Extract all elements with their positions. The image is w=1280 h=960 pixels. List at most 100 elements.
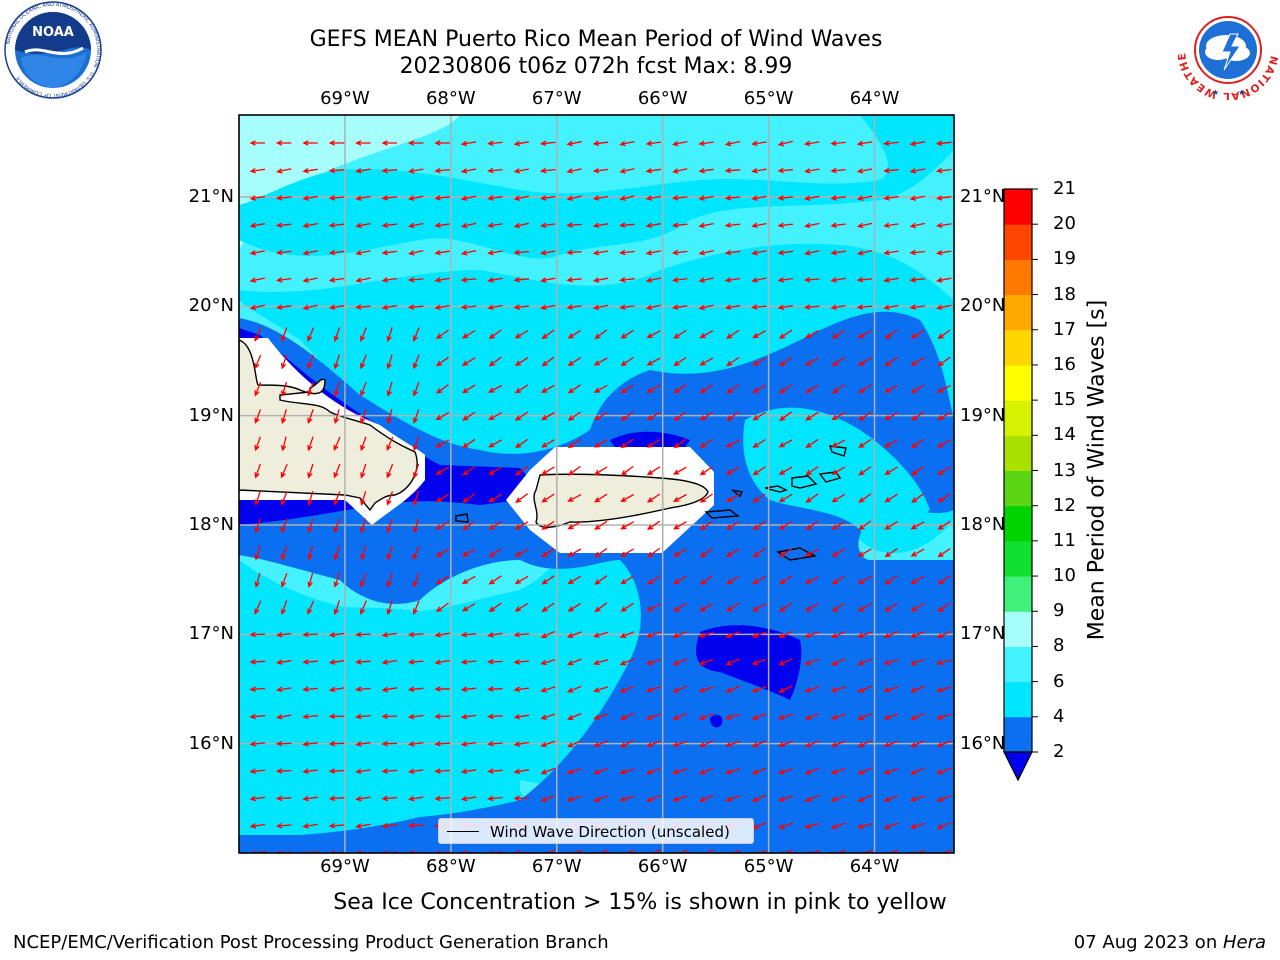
direction-arrow <box>307 600 315 615</box>
direction-arrow <box>673 521 687 530</box>
direction-arrow <box>619 712 635 720</box>
direction-arrow <box>619 222 635 228</box>
colorbar-tick-label: 15 <box>1053 389 1076 411</box>
lat-tick-label-right: 17°N <box>960 623 1006 645</box>
direction-arrow <box>778 439 793 448</box>
colorbar-tick-label: 6 <box>1053 670 1065 692</box>
direction-arrow <box>804 250 820 256</box>
direction-arrow <box>831 329 845 339</box>
direction-arrow <box>487 249 503 256</box>
direction-arrow <box>699 575 713 585</box>
direction-arrow <box>594 466 608 476</box>
direction-arrow <box>328 304 345 310</box>
direction-arrow <box>726 411 740 422</box>
direction-arrow <box>645 195 662 201</box>
direction-arrow <box>751 167 767 174</box>
direction-arrow <box>540 249 556 256</box>
direction-arrow <box>541 439 555 448</box>
direction-arrow <box>725 493 740 503</box>
direction-arrow <box>541 493 555 503</box>
colorbar-tick-label: 8 <box>1053 635 1065 657</box>
colorbar-segment <box>1004 611 1032 647</box>
colorbar-segment <box>1004 224 1032 260</box>
direction-arrow <box>645 304 661 311</box>
direction-arrow <box>254 600 262 615</box>
direction-arrow <box>381 277 397 283</box>
direction-arrow <box>460 304 477 310</box>
direction-arrow <box>619 740 635 748</box>
direction-arrow <box>831 548 846 558</box>
direction-arrow <box>698 167 714 174</box>
direction-arrow <box>752 575 767 584</box>
direction-arrow <box>434 768 450 774</box>
direction-arrow <box>830 740 846 748</box>
direction-arrow <box>488 439 503 448</box>
figure-title-line1: GEFS MEAN Puerto Rico Mean Period of Win… <box>309 27 883 52</box>
direction-arrow <box>645 222 662 229</box>
direction-arrow <box>280 600 288 616</box>
direction-arrow <box>514 521 529 530</box>
direction-arrow <box>249 741 266 747</box>
direction-arrow <box>460 631 477 638</box>
colorbar-segment <box>1004 435 1032 471</box>
direction-arrow <box>936 822 952 830</box>
direction-arrow <box>412 463 420 479</box>
direction-arrow <box>540 411 555 421</box>
direction-arrow <box>460 741 477 747</box>
direction-arrow <box>593 713 609 720</box>
direction-arrow <box>937 548 951 558</box>
lat-tick-label-right: 18°N <box>960 514 1006 535</box>
direction-arrow <box>541 520 555 530</box>
direction-arrow <box>539 140 556 147</box>
direction-arrow <box>804 330 819 339</box>
direction-arrow <box>567 494 582 502</box>
direction-arrow <box>408 741 424 747</box>
direction-arrow <box>672 304 688 310</box>
direction-arrow <box>909 222 925 229</box>
direction-arrow <box>381 686 398 693</box>
direction-arrow <box>412 573 420 588</box>
direction-arrow <box>883 686 899 693</box>
direction-arrow <box>307 409 314 425</box>
direction-arrow <box>910 548 925 557</box>
direction-arrow <box>620 602 634 612</box>
direction-arrow <box>435 329 449 339</box>
direction-arrow <box>541 575 555 585</box>
direction-arrow <box>857 575 872 585</box>
direction-arrow <box>541 329 555 340</box>
direction-arrow <box>280 327 288 343</box>
direction-arrow <box>778 602 793 612</box>
direction-arrow <box>911 493 924 504</box>
direction-arrow <box>909 140 926 147</box>
direction-arrow <box>805 493 819 503</box>
direction-arrow <box>487 195 503 201</box>
direction-arrow <box>412 491 420 507</box>
direction-arrow <box>514 411 529 421</box>
direction-arrow <box>910 329 925 339</box>
direction-arrow <box>909 168 926 174</box>
direction-arrow <box>254 463 261 479</box>
direction-arrow <box>488 548 502 558</box>
direction-arrow <box>359 327 367 342</box>
direction-arrow <box>487 222 503 229</box>
direction-arrow <box>699 438 714 448</box>
footer-host: Hera <box>1222 932 1266 953</box>
direction-arrow <box>858 466 872 476</box>
direction-arrow <box>805 384 819 394</box>
direction-arrow <box>646 740 661 748</box>
direction-arrow <box>541 602 555 613</box>
lon-tick-label-bottom: 67°W <box>531 856 582 877</box>
direction-arrow <box>302 304 318 311</box>
direction-arrow <box>910 685 925 693</box>
direction-arrow <box>249 823 265 829</box>
direction-arrow <box>724 277 741 283</box>
map-plot-area <box>239 115 954 853</box>
direction-arrow <box>645 249 662 256</box>
colorbar-tick-label: 2 <box>1053 741 1065 762</box>
direction-arrow <box>594 602 608 613</box>
direction-arrow <box>646 603 661 612</box>
direction-arrow <box>435 466 450 475</box>
direction-arrow <box>355 795 371 802</box>
darkblue-region-small <box>710 714 723 728</box>
direction-arrow <box>937 575 951 585</box>
